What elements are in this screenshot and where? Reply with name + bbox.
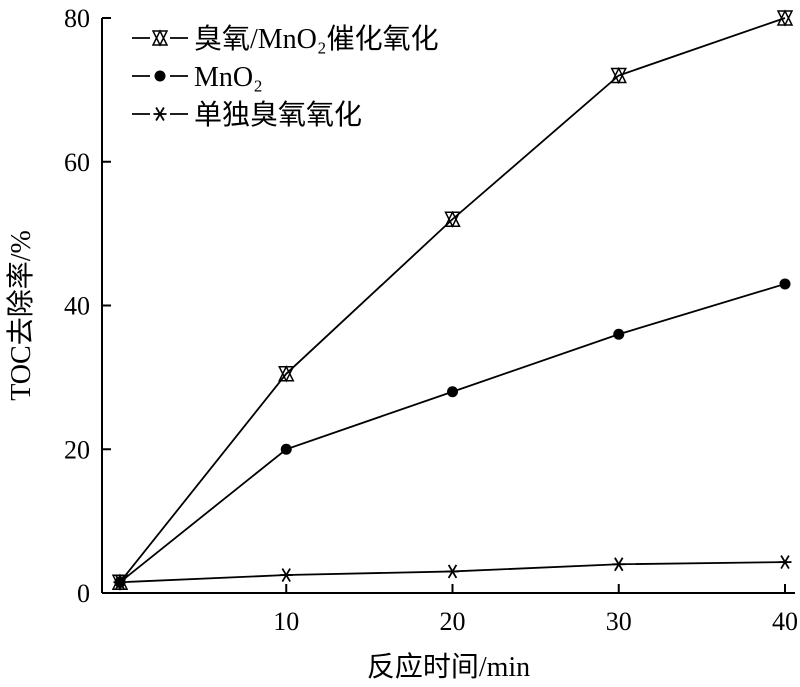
data-point [279,568,293,582]
y-tick-label: 80 [64,4,90,33]
data-point [778,555,792,570]
y-tick-label: 40 [64,292,90,321]
y-tick-label: 60 [64,148,90,177]
legend-label: 单独臭氧氧化 [194,99,362,131]
y-tick-label: 0 [77,579,90,608]
series-line [119,283,786,583]
marker-stroke [281,568,291,582]
marker-stroke [115,575,125,590]
data-point [613,328,625,340]
legend-item: MnO₂ [132,62,263,93]
marker-dot [613,328,625,340]
y-tick-label: 20 [64,435,90,464]
x-axis-label: 反应时间/min [367,651,530,683]
y-axis-label: TOC去除率/% [5,230,37,401]
marker-triangle-up [776,9,794,26]
marker-dot [447,386,458,398]
marker-dot [154,70,166,82]
marker-triangle-down [151,30,169,47]
data-point [113,575,127,590]
marker-triangle-up [610,66,627,84]
legend-item: 臭氧/MnO₂催化氧化 [132,23,439,55]
x-tick-label: 30 [606,607,632,636]
legend-marker [151,29,169,47]
marker-stroke [614,557,624,572]
series-line [119,17,786,583]
marker-dot [779,278,791,290]
x-tick-label: 20 [440,607,466,636]
series-3 [113,555,792,590]
data-point [779,278,791,290]
marker-dot [280,443,292,455]
x-tick-label: 40 [772,607,798,636]
data-point [446,564,459,579]
series-1 [111,9,794,591]
data-point [610,66,627,85]
marker-triangle-up [278,365,295,382]
legend-label: 臭氧/MnO₂催化氧化 [194,23,439,55]
data-point [447,386,458,398]
marker-triangle-up [151,29,169,46]
data-point [444,210,461,228]
data-point [280,443,292,455]
data-point [278,365,295,383]
legend: 臭氧/MnO₂催化氧化 MnO₂ 单独臭氧氧化 [132,23,439,131]
legend-marker [154,70,166,82]
data-point [776,9,794,27]
marker-triangle-up [444,210,461,227]
legend-item: 单独臭氧氧化 [132,99,362,131]
legend-marker [153,107,167,121]
series-2 [114,278,791,588]
legend-label: MnO₂ [194,62,263,93]
x-tick-label: 10 [273,607,299,636]
marker-stroke [780,555,790,570]
marker-stroke [447,564,458,579]
marker-stroke [155,107,165,121]
data-point [612,557,626,572]
